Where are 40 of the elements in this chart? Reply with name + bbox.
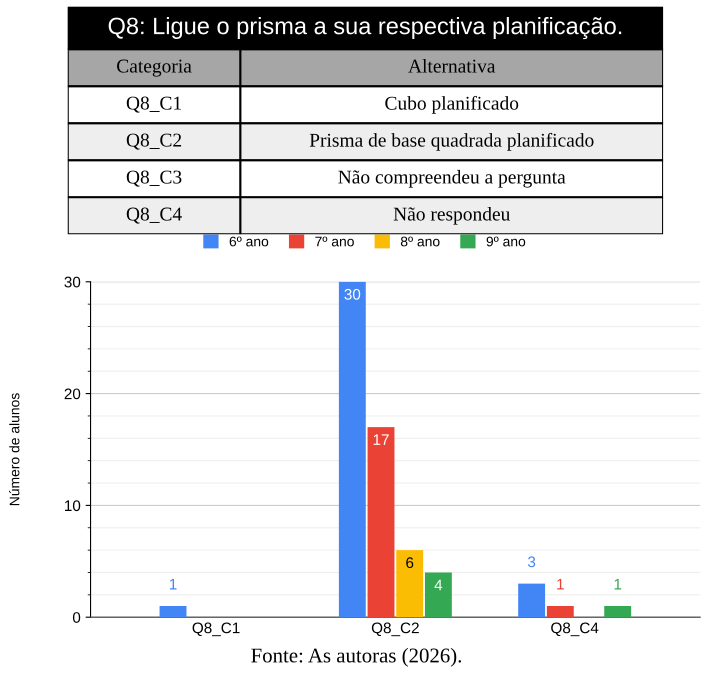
data-label: 17	[374, 434, 389, 445]
bar	[546, 606, 574, 618]
text: Q8_C4	[126, 208, 182, 224]
bar	[368, 427, 394, 618]
text: Q8_C2	[126, 134, 182, 150]
text: Prisma de base quadrada planificado	[310, 132, 594, 151]
data-label: 3	[528, 556, 536, 568]
data-label: 1	[557, 578, 564, 590]
legend-label: 6º ano	[230, 236, 268, 246]
text: Não compreendeu a pergunta	[338, 170, 566, 188]
data-label: 4	[434, 580, 442, 590]
x-tick-label: Q8_C1	[192, 622, 240, 636]
legend-label: 7º ano	[315, 236, 354, 246]
text: Q8_C1	[126, 96, 181, 113]
text: Q8: Ligue o prisma a sua respectiva planificação.	[108, 17, 622, 40]
legend-label: 9º ano	[486, 236, 526, 246]
bar	[518, 584, 546, 618]
y-tick-label: 0	[72, 612, 80, 623]
text: Não respondeu	[394, 206, 510, 225]
bar	[160, 606, 186, 618]
bar	[424, 572, 452, 618]
data-label: 6	[406, 557, 414, 568]
text: Cubo planificado	[385, 96, 518, 114]
text: Q8_C3	[126, 170, 182, 187]
bar	[396, 550, 424, 618]
y-tick-label: 10	[65, 500, 80, 512]
bar	[604, 606, 632, 618]
x-tick-label: Q8_C2	[372, 622, 419, 636]
x-tick-label: Q8_C4	[551, 622, 598, 636]
source-note: Fonte: As autoras (2026).	[251, 648, 462, 667]
bar	[338, 282, 366, 618]
text: Categoria	[117, 60, 192, 77]
data-label: 1	[170, 578, 177, 590]
y-tick-label: 30	[64, 276, 80, 288]
legend-label: 8º ano	[400, 236, 440, 246]
y-axis-title: Número de alunos	[9, 393, 20, 506]
text: Alternativa	[408, 59, 496, 73]
data-label: 30	[344, 288, 360, 300]
data-label: 1	[614, 578, 622, 590]
y-tick-label: 20	[64, 388, 80, 400]
